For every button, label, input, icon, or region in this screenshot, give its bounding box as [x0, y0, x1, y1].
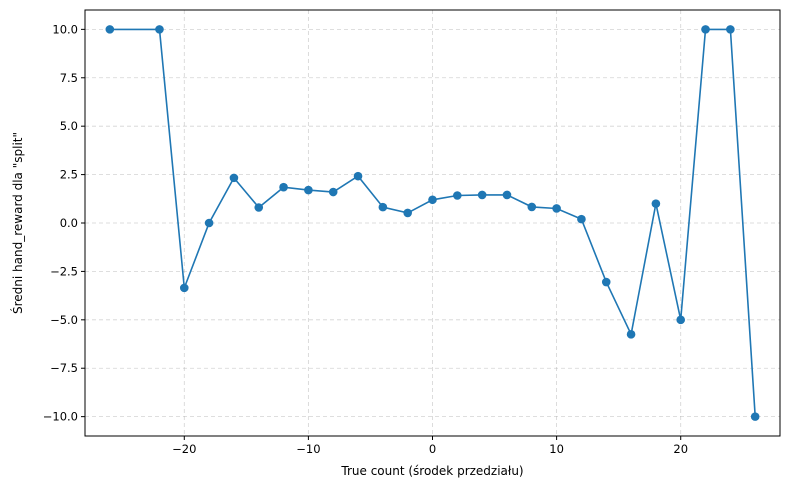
data-point: [651, 199, 661, 208]
data-point: [428, 195, 437, 205]
x-axis-label: True count (środek przedziału): [340, 464, 523, 478]
y-tick-label: 0.0: [60, 216, 78, 230]
data-point: [676, 315, 686, 325]
data-point: [626, 330, 636, 339]
series-line: [109, 28, 756, 417]
x-tick-label: 0: [429, 442, 436, 456]
data-point: [105, 25, 115, 34]
data-point: [155, 25, 164, 34]
data-point: [577, 214, 586, 224]
data-point: [204, 218, 214, 228]
data-point: [254, 203, 264, 212]
data-point: [453, 191, 462, 200]
x-tick-label: 20: [673, 442, 688, 456]
data-point: [552, 204, 561, 213]
y-tick-label: 2.5: [60, 168, 78, 182]
data-point: [701, 25, 710, 34]
data-point: [477, 190, 487, 200]
data-point: [750, 412, 760, 421]
data-point: [179, 283, 189, 293]
data-point: [304, 185, 313, 195]
y-tick-label: 10.0: [52, 22, 78, 36]
x-tick-label: −20: [172, 442, 196, 456]
y-tick-label: −7.5: [50, 361, 78, 375]
y-tick-label: 5.0: [60, 119, 78, 133]
grid-lines: [85, 10, 780, 436]
data-point: [527, 202, 537, 212]
y-tick-label: 7.5: [60, 71, 78, 85]
x-tick-label: −10: [296, 442, 320, 456]
data-point: [328, 187, 338, 197]
data-point: [229, 173, 239, 183]
data-point: [353, 171, 363, 181]
y-tick-label: −5.0: [50, 313, 78, 327]
data-series: [105, 25, 760, 421]
axis-ticks: −20 −10 0 10 20 10.0 7.5 5.0 2.5 0.0 −2.5 −5.0 −7.5 −…: [43, 22, 688, 456]
y-tick-label: −10.0: [43, 410, 78, 424]
data-point: [601, 277, 611, 287]
data-point: [378, 202, 388, 212]
plot-frame: [84, 9, 781, 437]
y-axis-label: Średni hand_reward dla "split": [10, 132, 25, 314]
data-point: [279, 182, 288, 192]
x-tick-label: 10: [549, 442, 564, 456]
data-point: [726, 25, 735, 34]
data-point: [502, 190, 512, 200]
y-tick-label: −2.5: [50, 264, 78, 278]
data-point: [403, 208, 412, 218]
